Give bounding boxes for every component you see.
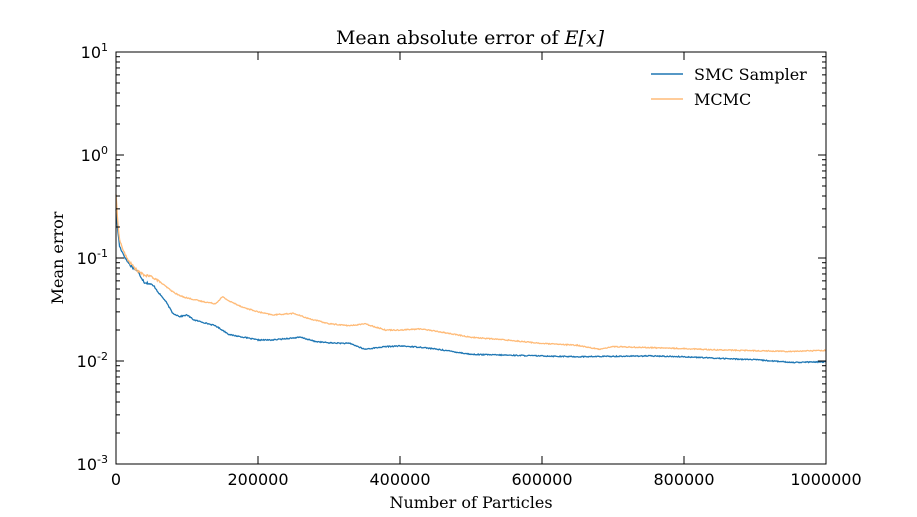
series-line-mcmc — [115, 194, 827, 353]
series-layer — [115, 194, 827, 364]
y-tick-label-exponent: -2 — [97, 350, 108, 363]
y-tick-label-base: 10 — [77, 455, 97, 474]
x-tick-label: 0 — [111, 470, 121, 489]
y-tick-label-base: 10 — [77, 249, 97, 268]
x-tick-label: 600000 — [511, 470, 572, 489]
chart-title: Mean absolute error of E[x] — [336, 27, 605, 49]
y-tick-label: 10-1 — [77, 247, 108, 268]
x-tick-label: 1000000 — [790, 470, 861, 489]
chart-title-text: Mean absolute error of — [336, 27, 565, 49]
y-tick-label-base: 10 — [81, 146, 101, 165]
y-tick-label: 10-2 — [77, 350, 108, 371]
chart-title-math: E[x] — [564, 27, 605, 49]
legend: SMC Sampler MCMC — [651, 65, 807, 109]
y-tick-label-exponent: 0 — [101, 144, 108, 157]
y-tick-label-base: 10 — [81, 43, 101, 62]
x-axis-label: Number of Particles — [389, 493, 552, 512]
y-tick-label: 10-3 — [77, 453, 108, 474]
y-tick-label-exponent: -1 — [97, 247, 108, 260]
legend-label-smc-sampler: SMC Sampler — [694, 65, 807, 84]
x-tick-label: 400000 — [369, 470, 430, 489]
legend-label-mcmc: MCMC — [694, 90, 751, 109]
plot-frame — [115, 51, 827, 465]
plot-area — [116, 52, 826, 464]
x-tick-label: 800000 — [653, 470, 714, 489]
series-line-smc-sampler — [115, 209, 827, 364]
y-tick-label: 101 — [81, 41, 108, 62]
y-tick-label-base: 10 — [77, 352, 97, 371]
y-tick-label: 100 — [81, 144, 108, 165]
y-tick-label-exponent: -3 — [97, 453, 108, 466]
y-tick-label-exponent: 1 — [101, 41, 108, 54]
x-tick-label: 200000 — [227, 470, 288, 489]
y-axis-label: Mean error — [48, 211, 67, 304]
